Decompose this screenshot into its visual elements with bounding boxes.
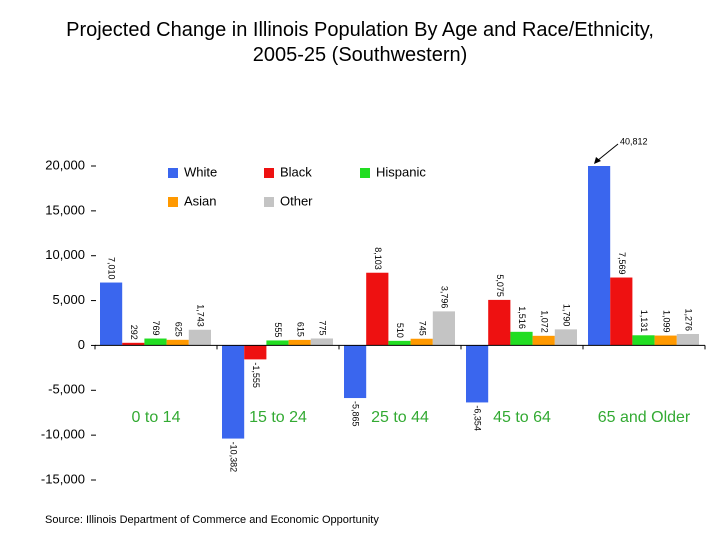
legend-swatch [264, 168, 274, 178]
bar [222, 345, 245, 439]
legend-label: Hispanic [376, 164, 426, 179]
value-label: 1,072 [539, 310, 549, 333]
bar [654, 335, 677, 346]
legend-label: Asian [184, 193, 217, 208]
legend-label: Black [280, 164, 312, 179]
x-tick-label: 65 and Older [598, 409, 691, 426]
bar [266, 340, 289, 346]
bar [344, 345, 367, 399]
value-label: -6,354 [473, 405, 483, 431]
value-label: 7,569 [617, 252, 627, 275]
y-tick-label: 15,000 [45, 202, 85, 217]
y-tick-label: -10,000 [41, 427, 85, 442]
bar [310, 338, 333, 346]
value-label: 510 [395, 323, 405, 338]
x-tick-label: 0 to 14 [132, 409, 181, 426]
x-tick-label: 45 to 64 [493, 409, 551, 426]
value-label: -5,865 [351, 401, 361, 427]
value-label: 292 [129, 325, 139, 340]
bar [676, 333, 699, 346]
value-label: 8,103 [373, 247, 383, 270]
value-label: 625 [173, 322, 183, 337]
bar [166, 339, 189, 346]
bar [488, 299, 511, 346]
bar [432, 311, 455, 346]
bar [632, 335, 655, 346]
y-tick-label: 5,000 [52, 292, 85, 307]
x-tick-label: 25 to 44 [371, 409, 429, 426]
legend-label: White [184, 164, 217, 179]
source: Source: Illinois Department of Commerce … [45, 514, 379, 526]
y-tick-label: -15,000 [41, 471, 85, 486]
bar [288, 339, 311, 346]
y-tick-label: 0 [78, 337, 85, 352]
value-label: 1,276 [684, 308, 694, 331]
y-tick-label: -5,000 [48, 382, 85, 397]
value-label: 1,099 [661, 310, 671, 333]
value-label: 1,131 [639, 310, 649, 333]
bar [610, 277, 633, 346]
value-label: 1,790 [562, 304, 572, 327]
annotation-arrow [596, 143, 619, 162]
value-label: 775 [318, 320, 328, 335]
bar [588, 166, 611, 346]
legend-swatch [264, 197, 274, 207]
bar [388, 340, 411, 346]
value-label: -1,555 [251, 362, 261, 388]
bars [100, 166, 699, 439]
value-label: 1,516 [517, 306, 527, 329]
value-label: 3,796 [440, 286, 450, 309]
bar [410, 338, 433, 346]
bar [510, 331, 533, 346]
annotation-arrowhead [594, 157, 601, 164]
value-label: 5,075 [495, 274, 505, 297]
value-label: 615 [295, 322, 305, 337]
bar [466, 345, 489, 403]
bar [366, 272, 389, 346]
bar [100, 282, 123, 346]
value-label: 7,010 [107, 257, 117, 280]
bar [554, 329, 577, 346]
bar [244, 345, 267, 360]
annotation: 40,812 [620, 136, 648, 146]
value-label: 1,743 [196, 304, 206, 327]
value-label: -10,382 [229, 442, 239, 473]
x-tick-label: 15 to 24 [249, 409, 307, 426]
bar [144, 338, 167, 346]
legend-label: Other [280, 193, 313, 208]
y-tick-label: 10,000 [45, 247, 85, 262]
legend-swatch [168, 197, 178, 207]
legend-swatch [168, 168, 178, 178]
bar [532, 335, 555, 346]
value-label: 769 [151, 320, 161, 335]
y-tick-label: 20,000 [45, 157, 85, 172]
bar [122, 342, 145, 346]
value-label: 745 [417, 321, 427, 336]
chart-title: Projected Change in Illinois Population … [66, 19, 654, 66]
value-label: 555 [273, 322, 283, 337]
bar [188, 329, 211, 346]
legend-swatch [360, 168, 370, 178]
